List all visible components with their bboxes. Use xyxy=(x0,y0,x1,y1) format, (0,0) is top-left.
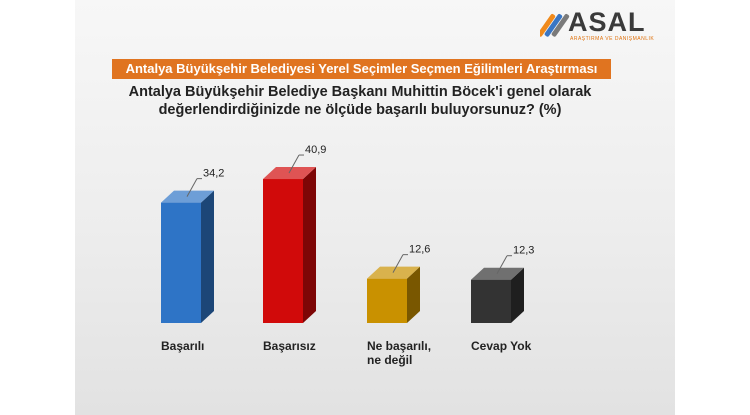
data-label: 12,3 xyxy=(513,245,534,257)
data-label-leader xyxy=(496,255,508,274)
logo-name: ASAL xyxy=(568,7,646,37)
data-label-leader xyxy=(186,178,198,197)
question-line-1: Antalya Büyükşehir Belediye Başkanı Muhi… xyxy=(128,84,592,100)
bar-side xyxy=(511,267,524,323)
bar-side xyxy=(303,167,316,323)
bar xyxy=(471,279,511,323)
data-label: 40,9 xyxy=(305,144,326,156)
bar-side xyxy=(201,190,214,323)
bar-side xyxy=(407,266,420,323)
question-line-2: değerlendirdiğinizde ne ölçüde başarılı … xyxy=(158,102,562,118)
category-label: Cevap Yok xyxy=(471,339,532,353)
bar xyxy=(263,179,303,323)
data-label: 12,6 xyxy=(409,244,430,256)
asal-logo-icon xyxy=(540,13,570,37)
survey-title-banner: Antalya Büyükşehir Belediyesi Yerel Seçi… xyxy=(112,59,611,79)
bar xyxy=(161,202,201,323)
bar xyxy=(367,278,407,323)
bar-chart: 34,2 40,9 12,6 12,3 xyxy=(161,144,534,323)
asal-logo: ASAL ARAŞTIRMA VE DANIŞMANLIK xyxy=(540,6,670,46)
data-label-leader xyxy=(392,254,404,273)
logo-tagline: ARAŞTIRMA VE DANIŞMANLIK xyxy=(570,36,655,42)
data-label: 34,2 xyxy=(203,168,224,180)
category-label: Başarılı xyxy=(161,339,205,353)
category-label: Başarısız xyxy=(263,339,316,353)
chart-slide: ASAL ARAŞTIRMA VE DANIŞMANLIK Antalya Bü… xyxy=(75,0,675,415)
category-label: Ne başarılı, ne değil xyxy=(367,339,432,367)
data-label-leader xyxy=(288,154,300,174)
chart-question: Antalya Büyükşehir Belediye Başkanı Muhi… xyxy=(105,83,615,119)
